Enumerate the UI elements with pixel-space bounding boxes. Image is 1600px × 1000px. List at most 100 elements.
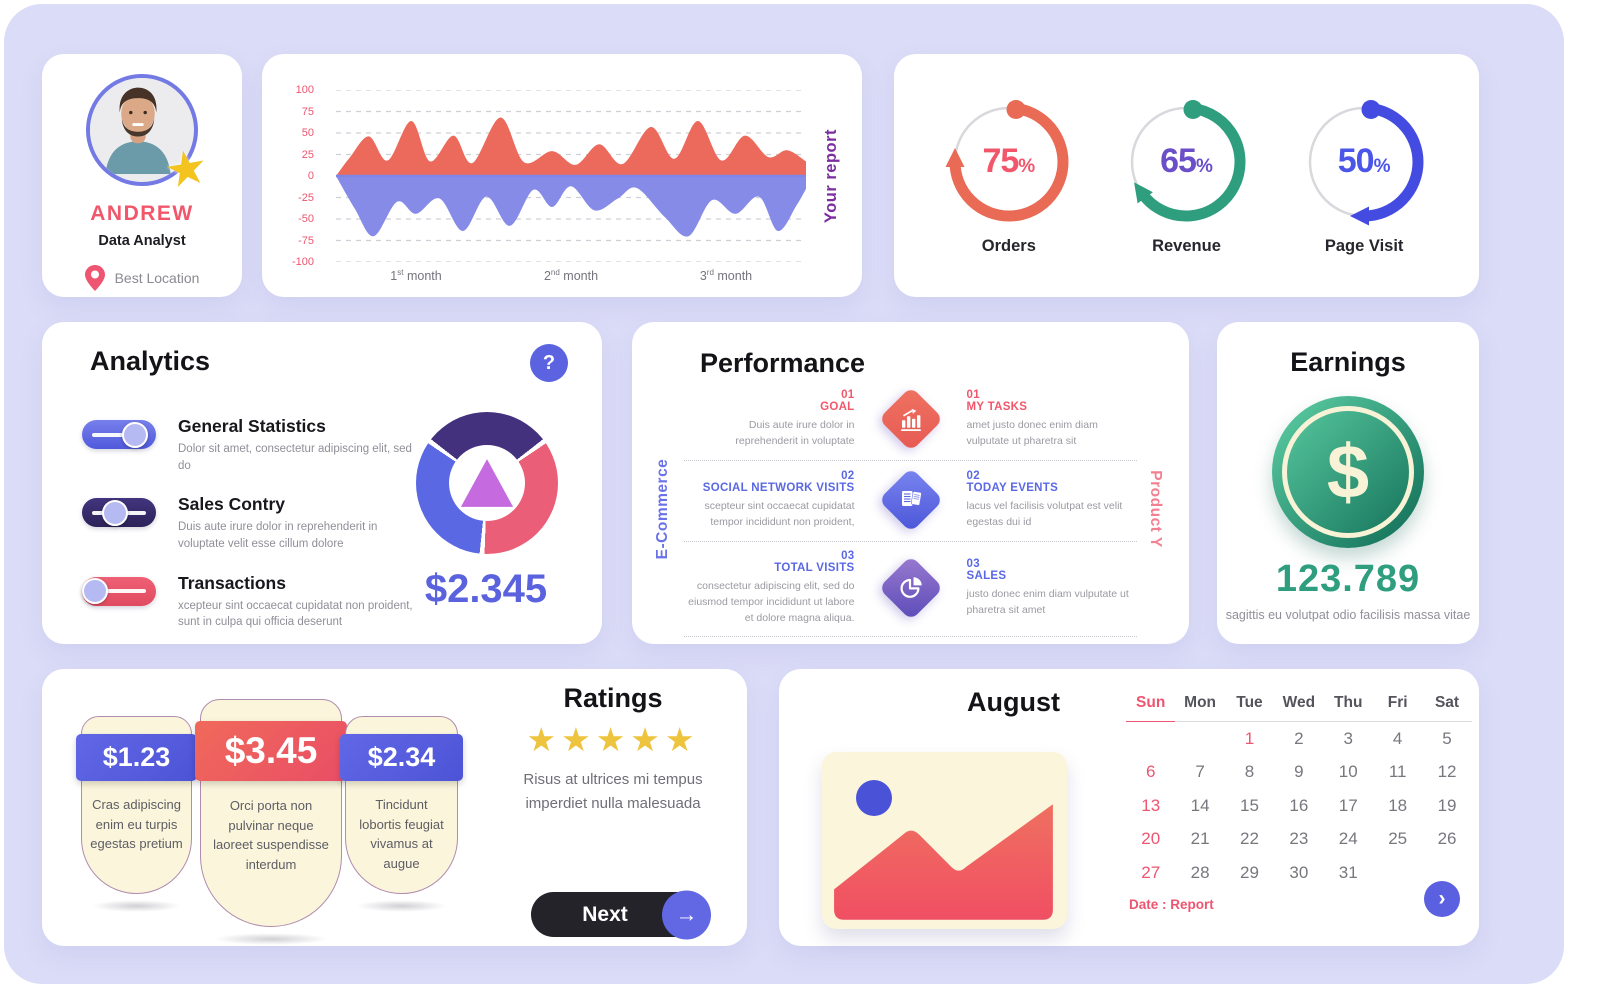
help-button[interactable]: ? (530, 344, 568, 382)
kpi-row: 75% Orders 65% Revenue 50% Page Visit (894, 54, 1479, 297)
date-16[interactable]: 16 (1289, 795, 1309, 815)
question-icon: ? (542, 351, 556, 374)
performance-rows: 01 GOAL Duis aute irure dolor in reprehe… (684, 380, 1138, 638)
item-number: 01 (966, 388, 980, 401)
date-12[interactable]: 12 (1437, 762, 1457, 782)
date-31[interactable]: 31 (1338, 862, 1358, 882)
image-placeholder (822, 752, 1067, 929)
y-axis-tick: -75 (298, 235, 314, 247)
date-4[interactable]: 4 (1392, 728, 1403, 748)
analytics-title: Analytics (90, 346, 211, 376)
documents-icon (877, 467, 944, 533)
slider-track (92, 432, 146, 437)
empty-cell (1175, 722, 1224, 756)
star-icon[interactable]: ★ (630, 721, 665, 758)
date-10[interactable]: 10 (1338, 762, 1358, 782)
price-ribbon: $1.23 (76, 734, 197, 781)
calendar-grid: Sun Mon Tue Wed Thu Fri Sat 1 2 3 4 5 6 7 8 9 10 11 12 13 14… (1126, 685, 1474, 890)
kpi-revenue: 65% Revenue (1120, 96, 1252, 256)
date-6[interactable]: 6 (1145, 762, 1156, 782)
profile-card: ★ ANDREW Data Analyst Best Location (42, 54, 242, 297)
date-15[interactable]: 15 (1240, 795, 1259, 815)
x-axis-label: 3rd month (699, 268, 753, 284)
y-axis-tick: -100 (291, 256, 314, 268)
date-22[interactable]: 22 (1240, 829, 1259, 849)
slider-thumb[interactable] (122, 421, 149, 448)
analytics-card: Analytics ? General Statistics Dolor sit… (42, 322, 602, 644)
toggle-sales-contry[interactable] (82, 498, 156, 528)
toggle-transactions[interactable] (82, 576, 156, 606)
item-title: SALES (966, 569, 1007, 582)
date-17[interactable]: 17 (1338, 795, 1358, 815)
price-ribbon: $3.45 (195, 721, 347, 781)
product-axis-label: Product Y (1147, 470, 1164, 548)
star-icon[interactable]: ★ (561, 721, 596, 758)
dashboard-background: ★ ANDREW Data Analyst Best Location 10 0 7… (4, 4, 1564, 984)
y-axis-tick: 25 (301, 149, 314, 161)
earnings-title: Earnings (1290, 347, 1406, 377)
empty-cell (1373, 856, 1422, 890)
date-24[interactable]: 24 (1338, 829, 1358, 849)
date-3[interactable]: 3 (1343, 728, 1353, 748)
date-21[interactable]: 21 (1190, 829, 1210, 849)
slider-thumb[interactable] (82, 578, 109, 605)
calendar-next-button[interactable]: › (1424, 881, 1460, 917)
toggle-label: Transactions (178, 572, 286, 593)
day-header-tue: Tue (1224, 685, 1275, 722)
performance-row: 03 TOTAL VISITS consectetur adipiscing e… (684, 542, 1137, 638)
toggle-general-statistics[interactable] (82, 420, 156, 449)
ecommerce-axis-label: E-Commerce (654, 458, 671, 560)
date-27[interactable]: 27 (1141, 862, 1161, 882)
date-29[interactable]: 29 (1240, 862, 1259, 882)
date-26[interactable]: 26 (1437, 829, 1457, 849)
progress-ring (1308, 99, 1424, 225)
date-5[interactable]: 5 (1442, 728, 1452, 748)
tag-description: Tincidunt lobortis feugiat vivamus at au… (359, 797, 444, 871)
kpi-value: 65% (1160, 142, 1213, 180)
date-9[interactable]: 9 (1294, 762, 1304, 782)
performance-item-today-events: 02 TODAY EVENTS lacus vel facilisis volu… (967, 470, 1138, 531)
date-18[interactable]: 18 (1388, 795, 1408, 815)
date-20[interactable]: 20 (1141, 829, 1161, 849)
next-button-label: Next (582, 902, 628, 926)
price-tag: Orci porta non pulvinar neque laoreet su… (195, 699, 347, 945)
empty-cell (1126, 722, 1175, 756)
date-1[interactable]: 1 (1244, 728, 1255, 748)
date-30[interactable]: 30 (1289, 862, 1309, 882)
tag-shadow (214, 933, 328, 945)
date-23[interactable]: 23 (1289, 829, 1309, 849)
date-28[interactable]: 28 (1190, 862, 1210, 882)
date-8[interactable]: 8 (1244, 762, 1255, 782)
calendar-card: August Sun Mon Tue Wed Thu Fri Sat 1 2 3 4 5 6 7 8 9 10 1… (779, 669, 1479, 946)
star-icon[interactable]: ★ (595, 721, 631, 758)
arrow-right-icon: → (662, 890, 711, 939)
toggle-label: Sales Contry (178, 494, 285, 515)
date-7[interactable]: 7 (1195, 762, 1205, 782)
ratings-block: Ratings ★★★★★ Risus at ultrices mi tempu… (494, 683, 732, 815)
performance-item-my-tasks: 01 MY TASKS amet justo donec enim diam v… (967, 389, 1138, 450)
date-19[interactable]: 19 (1437, 795, 1457, 815)
date-14[interactable]: 14 (1190, 795, 1210, 815)
y-axis-tick: -50 (298, 213, 314, 225)
pie-chart-icon (877, 555, 944, 621)
slider-thumb[interactable] (102, 499, 129, 526)
kpi-label: Orders (981, 236, 1036, 255)
date-11[interactable]: 11 (1388, 762, 1407, 782)
star-icon[interactable]: ★ (664, 721, 700, 758)
date-2[interactable]: 2 (1294, 728, 1304, 748)
progress-ring (945, 99, 1069, 221)
donut-chart (416, 412, 558, 554)
star-icon[interactable]: ★ (526, 721, 562, 758)
toggle-description: xcepteur sint occaecat cupidatat non pro… (178, 599, 413, 629)
location-pin-icon (84, 265, 105, 291)
profile-name: ANDREW (90, 202, 194, 225)
x-axis-label: 1st month (390, 268, 442, 284)
y-axis-tick: 0 (307, 170, 314, 182)
date-13[interactable]: 13 (1141, 795, 1161, 815)
day-header-mon: Mon (1175, 685, 1225, 722)
date-25[interactable]: 25 (1388, 829, 1408, 849)
item-description: Duis aute irure dolor in reprehenderit i… (735, 418, 855, 447)
ratings-title: Ratings (563, 683, 663, 713)
analytics-amount: $2.345 (424, 567, 548, 611)
next-button[interactable]: Next → (531, 890, 711, 939)
